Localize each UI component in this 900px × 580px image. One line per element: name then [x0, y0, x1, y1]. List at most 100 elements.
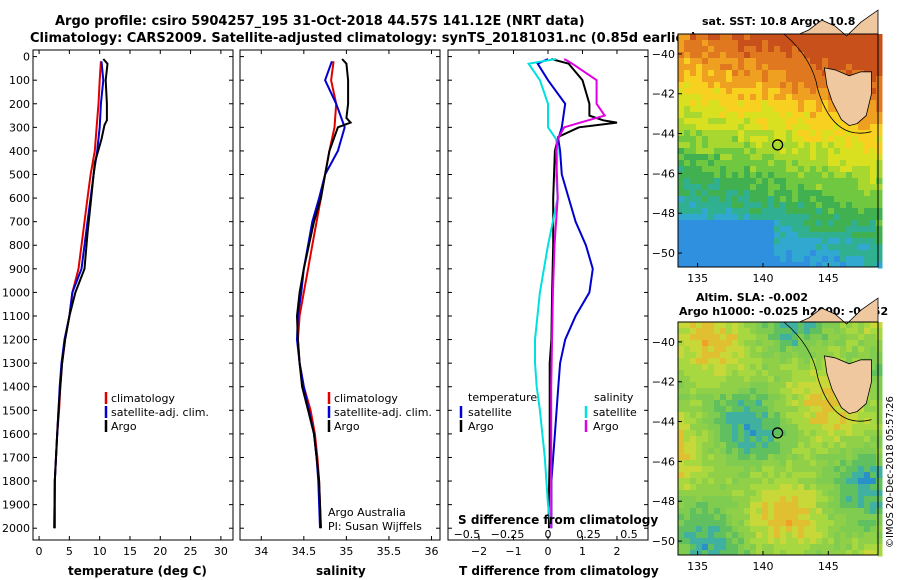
map-cell: [762, 142, 769, 149]
map-cell: [708, 148, 715, 155]
map-cell: [708, 472, 715, 479]
map-cell: [864, 214, 871, 221]
map-cell: [858, 436, 865, 443]
map-cell: [804, 466, 811, 473]
map-cell: [732, 214, 739, 221]
map-cell: [828, 106, 835, 113]
map-cell: [858, 346, 865, 353]
map-cell: [786, 172, 793, 179]
map-cell: [714, 538, 721, 545]
map-cell: [708, 370, 715, 377]
map-cell: [708, 112, 715, 119]
map-cell: [708, 76, 715, 83]
map-cell: [720, 532, 727, 539]
map-cell: [702, 460, 709, 467]
map-cell: [774, 400, 781, 407]
map-cell: [744, 214, 751, 221]
map-cell: [810, 220, 817, 227]
map-cell: [822, 514, 829, 521]
map-cell: [690, 358, 697, 365]
map-cell: [708, 178, 715, 185]
map-cell: [774, 376, 781, 383]
map-y-tick-label: −42: [652, 376, 675, 389]
map-cell: [786, 46, 793, 53]
map-cell: [678, 166, 685, 173]
map-cell: [738, 214, 745, 221]
map-cell: [750, 130, 757, 137]
map-cell: [750, 340, 757, 347]
profile-location-marker: [771, 427, 784, 439]
map-cell: [720, 238, 727, 245]
map-cell: [762, 196, 769, 203]
map-cell: [834, 328, 841, 335]
map-cell: [816, 532, 823, 539]
map-cell: [810, 550, 817, 557]
map-cell: [708, 100, 715, 107]
map-cell: [762, 58, 769, 65]
map-cell: [726, 394, 733, 401]
map-cell: [864, 448, 871, 455]
map-cell: [726, 154, 733, 161]
map-cell: [744, 436, 751, 443]
map-cell: [702, 220, 709, 227]
map-cell: [792, 220, 799, 227]
map-cell: [720, 508, 727, 515]
map-cell: [702, 436, 709, 443]
map-cell: [792, 376, 799, 383]
map-cell: [810, 226, 817, 233]
map-cell: [798, 442, 805, 449]
map-cell: [810, 436, 817, 443]
map-cell: [690, 478, 697, 485]
map-cell: [870, 82, 877, 89]
map-cell: [738, 232, 745, 239]
map-cell: [774, 514, 781, 521]
map-cell: [762, 352, 769, 359]
map-cell: [852, 46, 859, 53]
map-cell: [834, 166, 841, 173]
map-cell: [816, 430, 823, 437]
map-cell: [738, 550, 745, 557]
map-cell: [720, 58, 727, 65]
map-cell: [774, 70, 781, 77]
map-cell: [822, 148, 829, 155]
map-cell: [834, 160, 841, 167]
map-cell: [816, 226, 823, 233]
map-cell: [822, 424, 829, 431]
map-cell: [786, 490, 793, 497]
temperature-plot-frame: [32, 49, 234, 541]
map-cell: [720, 94, 727, 101]
map-cell: [690, 58, 697, 65]
map-cell: [738, 112, 745, 119]
map-cell: [726, 370, 733, 377]
map-cell: [684, 172, 691, 179]
map-cell: [804, 418, 811, 425]
map-cell: [732, 496, 739, 503]
map-cell: [864, 550, 871, 557]
map-cell: [726, 52, 733, 59]
map-cell: [852, 340, 859, 347]
map-cell: [756, 424, 763, 431]
map-cell: [864, 262, 871, 269]
map-cell: [690, 424, 697, 431]
map-cell: [684, 340, 691, 347]
map-cell: [864, 166, 871, 173]
map-cell: [804, 178, 811, 185]
map-cell: [876, 256, 883, 263]
map-cell: [726, 544, 733, 551]
map-cell: [780, 340, 787, 347]
map-cell: [690, 406, 697, 413]
map-cell: [678, 136, 685, 143]
map-cell: [726, 88, 733, 95]
map-cell: [816, 448, 823, 455]
map-cell: [726, 112, 733, 119]
map-cell: [864, 184, 871, 191]
map-cell: [864, 442, 871, 449]
difference-panel: −2 −1 0 1 2 T difference from climatology S …: [447, 49, 659, 578]
map-cell: [876, 376, 883, 383]
map-cell: [858, 412, 865, 419]
map-cell: [792, 496, 799, 503]
map-cell: [750, 358, 757, 365]
map-cell: [696, 214, 703, 221]
map-cell: [702, 322, 709, 329]
map-cell: [678, 484, 685, 491]
